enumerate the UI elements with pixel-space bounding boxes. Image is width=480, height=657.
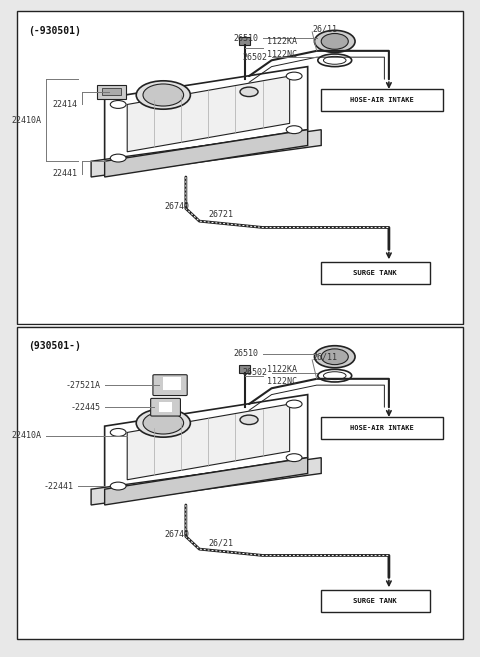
Ellipse shape [314, 346, 355, 368]
FancyBboxPatch shape [96, 85, 126, 99]
Ellipse shape [318, 54, 352, 66]
Text: SURGE TANK: SURGE TANK [353, 270, 397, 276]
FancyBboxPatch shape [159, 403, 172, 412]
Text: 26/11: 26/11 [312, 352, 337, 361]
Polygon shape [105, 129, 308, 177]
FancyBboxPatch shape [321, 262, 430, 284]
Ellipse shape [321, 349, 348, 365]
Text: -27521A: -27521A [65, 380, 100, 390]
Text: 26721: 26721 [208, 210, 233, 219]
Ellipse shape [286, 72, 302, 80]
Ellipse shape [110, 101, 126, 108]
Text: -22445: -22445 [70, 403, 100, 412]
Text: 1122KA: 1122KA [267, 365, 297, 374]
Polygon shape [127, 404, 289, 480]
Ellipse shape [314, 30, 355, 53]
Ellipse shape [240, 415, 258, 424]
Text: (930501-): (930501-) [28, 341, 81, 351]
Text: 1122NC: 1122NC [267, 378, 297, 386]
Polygon shape [105, 458, 308, 505]
Text: 22414: 22414 [53, 100, 78, 109]
Text: 26/21: 26/21 [208, 538, 233, 547]
FancyBboxPatch shape [321, 89, 443, 111]
FancyBboxPatch shape [321, 590, 430, 612]
Polygon shape [91, 129, 321, 177]
Text: 26740: 26740 [164, 530, 189, 539]
Ellipse shape [324, 57, 346, 64]
Text: HOSE-AIR INTAKE: HOSE-AIR INTAKE [350, 97, 414, 102]
Text: 1122NC: 1122NC [267, 49, 297, 58]
Text: 22410A: 22410A [12, 431, 41, 440]
Polygon shape [127, 76, 289, 152]
Text: SURGE TANK: SURGE TANK [353, 598, 397, 604]
Ellipse shape [286, 454, 302, 462]
Polygon shape [91, 458, 321, 505]
Text: 1122KA: 1122KA [267, 37, 297, 46]
Ellipse shape [110, 482, 126, 490]
Ellipse shape [136, 81, 191, 109]
Text: 26510: 26510 [233, 34, 258, 43]
Ellipse shape [240, 87, 258, 97]
FancyBboxPatch shape [239, 365, 250, 373]
Text: (-930501): (-930501) [28, 26, 81, 35]
FancyBboxPatch shape [163, 377, 181, 390]
Ellipse shape [286, 400, 302, 408]
Text: HOSE-AIR INTAKE: HOSE-AIR INTAKE [350, 424, 414, 431]
Ellipse shape [136, 409, 191, 437]
Ellipse shape [318, 369, 352, 382]
Ellipse shape [110, 154, 126, 162]
Text: 26510: 26510 [233, 349, 258, 358]
Ellipse shape [110, 428, 126, 436]
Text: 26740: 26740 [164, 202, 189, 211]
FancyBboxPatch shape [151, 398, 180, 416]
FancyBboxPatch shape [17, 11, 463, 324]
Polygon shape [105, 66, 308, 161]
Ellipse shape [143, 412, 183, 434]
Ellipse shape [143, 84, 183, 106]
Text: 26/11: 26/11 [312, 24, 337, 34]
FancyBboxPatch shape [321, 417, 443, 439]
Polygon shape [105, 395, 308, 489]
Text: 22441: 22441 [53, 170, 78, 178]
Ellipse shape [324, 372, 346, 380]
Text: 26502: 26502 [242, 53, 267, 62]
Text: -22441: -22441 [43, 482, 73, 491]
FancyBboxPatch shape [102, 89, 121, 95]
Ellipse shape [286, 125, 302, 133]
FancyBboxPatch shape [17, 327, 463, 639]
FancyBboxPatch shape [239, 37, 250, 45]
FancyBboxPatch shape [153, 374, 187, 396]
Ellipse shape [321, 34, 348, 49]
Text: 22410A: 22410A [12, 116, 41, 125]
Text: 26502: 26502 [242, 368, 267, 377]
